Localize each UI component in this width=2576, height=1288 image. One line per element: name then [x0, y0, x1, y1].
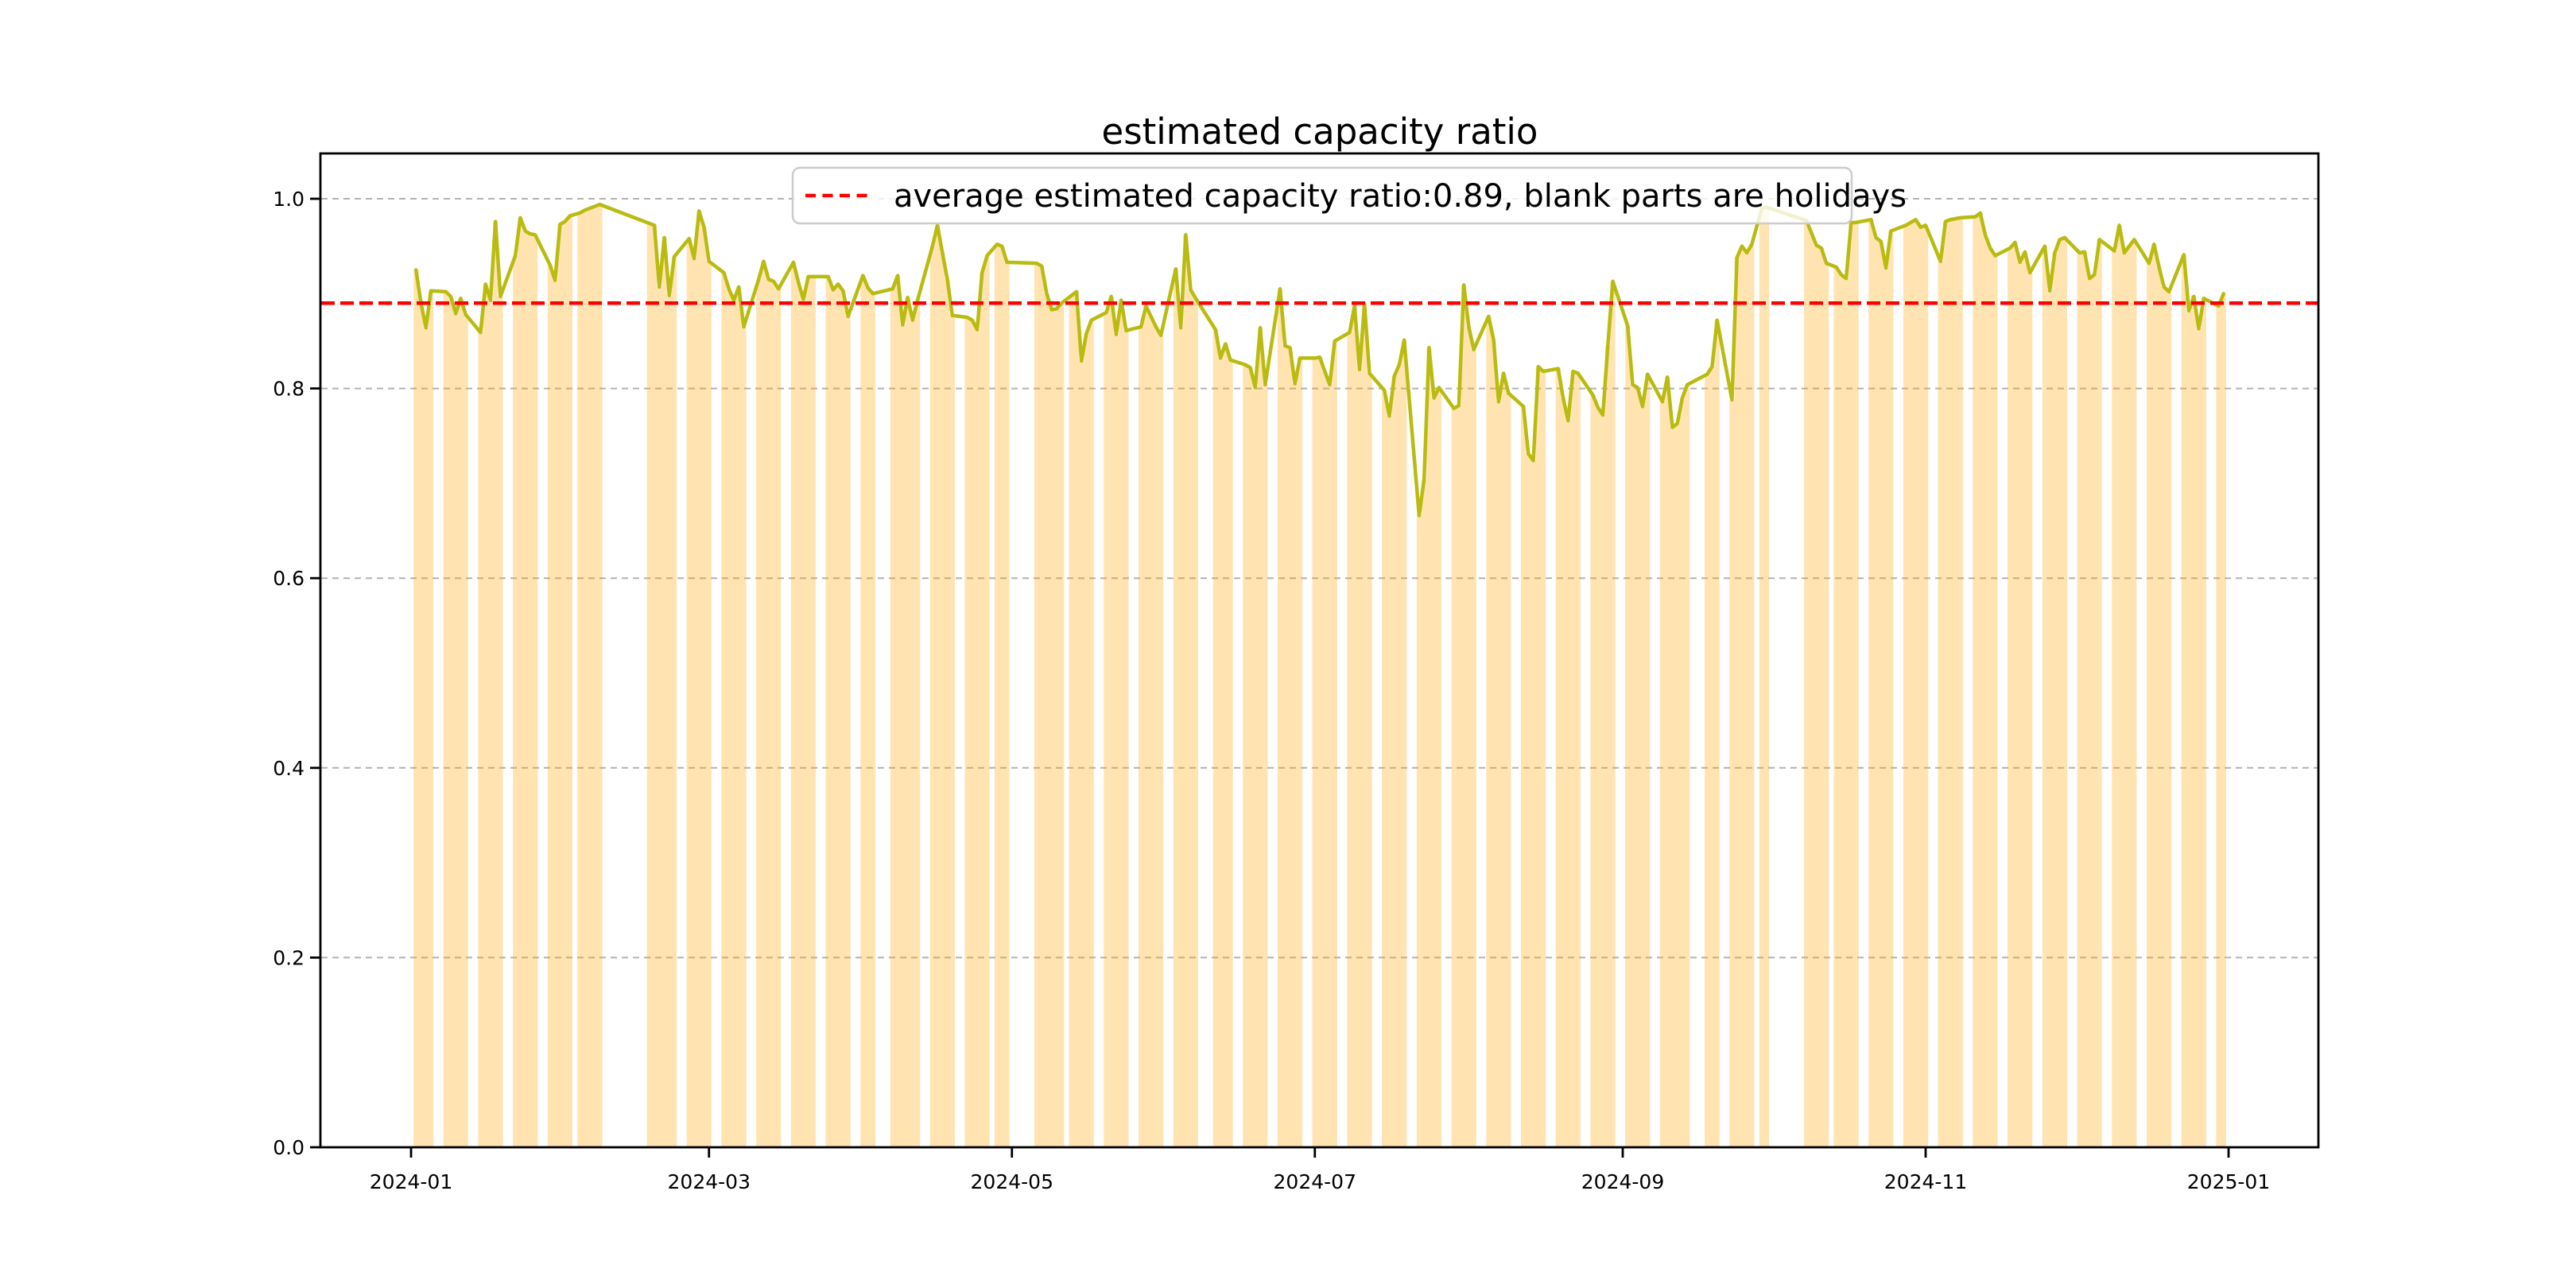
workday-band	[547, 215, 572, 1148]
workday-band	[929, 225, 955, 1147]
workday-band	[2216, 293, 2226, 1147]
workday-band	[1382, 339, 1407, 1147]
capacity-line	[414, 202, 2225, 518]
y-tick-label: 0.0	[273, 1136, 305, 1159]
workday-band	[2146, 244, 2172, 1147]
workday-band	[2181, 254, 2206, 1147]
x-tick-label: 2025-01	[2187, 1170, 2270, 1193]
workday-band	[1729, 244, 1755, 1147]
workday-band	[2042, 237, 2068, 1147]
workday-band	[513, 217, 538, 1147]
workday-band	[1104, 296, 1129, 1147]
workday-band	[1833, 222, 1859, 1148]
workday-band	[1590, 281, 1616, 1147]
workday-band	[890, 275, 921, 1147]
x-tick-label: 2024-07	[1274, 1170, 1356, 1193]
y-tick-label: 0.2	[273, 946, 305, 969]
y-tick-label: 1.0	[273, 188, 305, 211]
axes: 0.0 0.2 0.4 0.6 0.8 1.0 2024-01 2024-03 2024-05 2…	[273, 152, 2320, 1193]
chart-title: estimated capacity ratio	[1102, 111, 1538, 153]
legend-label: average estimated capacity ratio:0.89, b…	[894, 178, 1907, 215]
plot-frame	[319, 152, 2320, 1149]
workday-band	[1903, 219, 1929, 1147]
workday-band	[1973, 212, 1998, 1147]
y-tick-label: 0.4	[273, 757, 305, 780]
workday-band	[825, 276, 851, 1148]
workday-band	[1705, 320, 1720, 1148]
workday-band	[1659, 377, 1690, 1147]
capacity-line-path	[414, 202, 2225, 518]
workday-band	[1868, 219, 1894, 1147]
workday-band	[790, 262, 817, 1148]
workday-band	[1034, 263, 1065, 1147]
x-tick-label: 2024-05	[971, 1170, 1053, 1193]
x-tick-label: 2024-01	[370, 1170, 452, 1193]
workday-bands	[413, 204, 2226, 1148]
workday-band	[646, 223, 677, 1147]
workday-band	[413, 270, 434, 1148]
workday-band	[2008, 242, 2033, 1147]
workday-band	[577, 204, 603, 1147]
workday-band	[1173, 235, 1198, 1148]
x-tick-label: 2024-09	[1581, 1170, 1664, 1193]
workday-band	[1347, 304, 1372, 1147]
workday-band	[2077, 239, 2102, 1147]
workday-band	[1139, 305, 1164, 1147]
workday-band	[1243, 328, 1268, 1147]
workday-band	[1069, 291, 1094, 1147]
workday-band	[994, 244, 1010, 1147]
y-tick-label: 0.8	[273, 378, 305, 401]
workday-band	[478, 221, 503, 1147]
legend: average estimated capacity ratio:0.89, b…	[791, 166, 1907, 225]
workday-band	[1625, 325, 1651, 1147]
gridlines	[321, 198, 2318, 959]
workday-band	[1938, 217, 1963, 1147]
workday-band	[1520, 367, 1546, 1147]
workday-band	[1803, 220, 1829, 1148]
x-tick-label: 2024-11	[1884, 1170, 1967, 1193]
workday-band	[756, 261, 782, 1147]
x-tick-label: 2024-03	[668, 1170, 751, 1193]
workday-band	[1759, 207, 1770, 1147]
y-tick-label: 0.6	[273, 567, 305, 590]
workday-band	[860, 275, 875, 1147]
workday-band	[721, 273, 747, 1147]
workday-band	[2112, 225, 2137, 1147]
workday-band	[686, 211, 712, 1147]
workday-band	[443, 291, 468, 1147]
workday-band	[964, 255, 990, 1148]
workday-band	[1555, 368, 1581, 1147]
legend-box	[791, 166, 1853, 225]
workday-band	[1451, 285, 1476, 1147]
workday-band	[1277, 289, 1303, 1148]
workday-band	[1312, 340, 1337, 1147]
workday-band	[1486, 316, 1511, 1148]
workday-band	[1416, 347, 1442, 1147]
workday-band	[1212, 329, 1233, 1147]
